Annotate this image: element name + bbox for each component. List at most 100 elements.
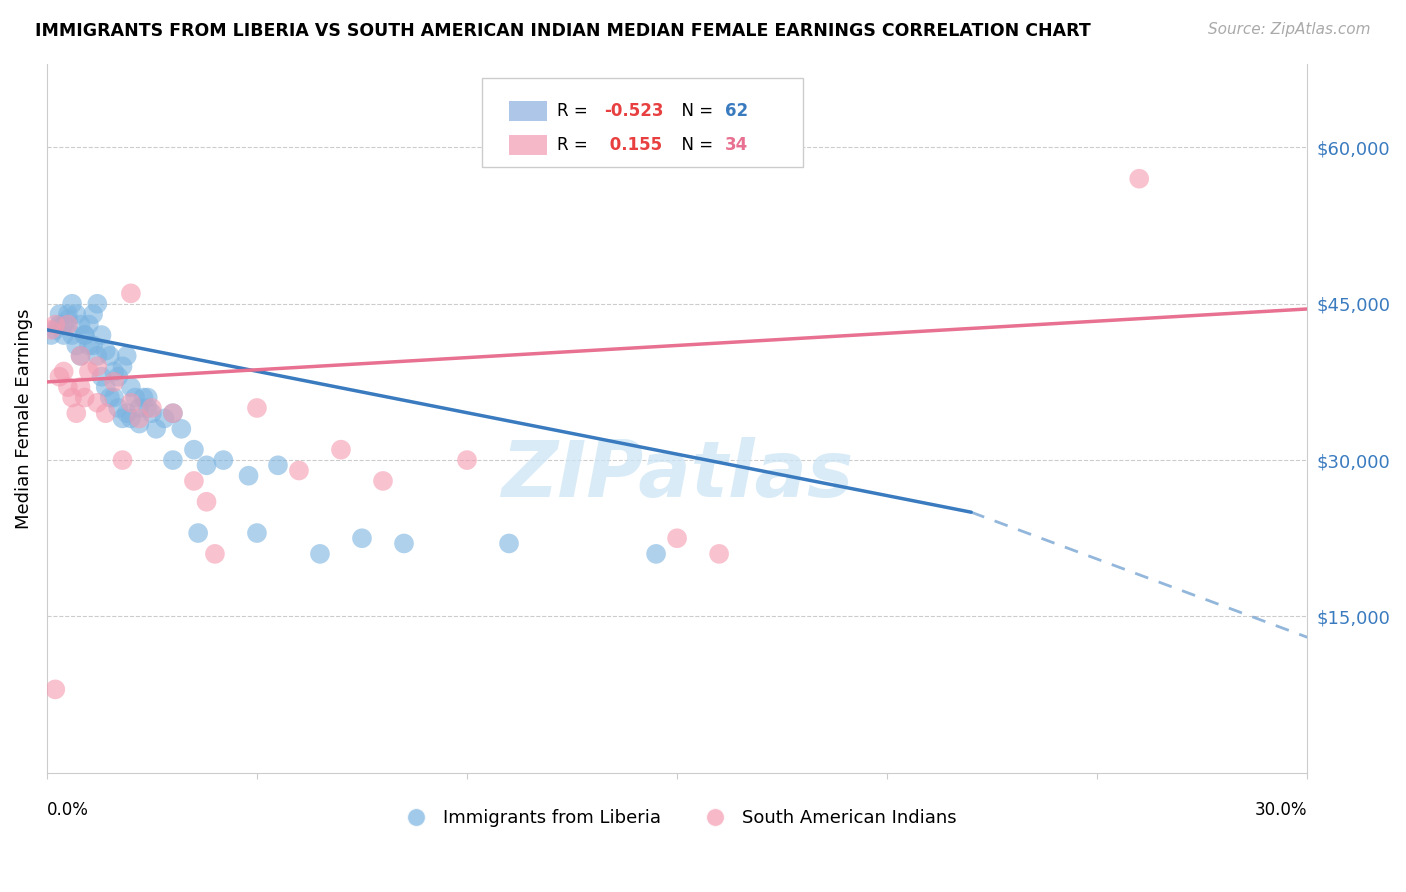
- Point: [195, 495, 218, 509]
- Point: [136, 391, 159, 405]
- Point: [238, 468, 260, 483]
- Point: [162, 406, 184, 420]
- Point: [98, 349, 121, 363]
- Point: [39, 323, 62, 337]
- Text: N =: N =: [671, 136, 718, 153]
- Text: 0.0%: 0.0%: [46, 801, 89, 819]
- Point: [120, 380, 142, 394]
- Point: [48, 369, 70, 384]
- Point: [56, 318, 79, 332]
- Point: [128, 411, 150, 425]
- Point: [128, 417, 150, 431]
- Point: [103, 391, 125, 405]
- Point: [48, 307, 70, 321]
- Point: [350, 531, 373, 545]
- Point: [52, 318, 75, 332]
- Point: [128, 401, 150, 415]
- Point: [707, 547, 730, 561]
- Text: -0.523: -0.523: [605, 102, 664, 120]
- Text: 30.0%: 30.0%: [1254, 801, 1308, 819]
- Point: [94, 406, 117, 420]
- Point: [120, 411, 142, 425]
- Point: [73, 328, 96, 343]
- Legend: Immigrants from Liberia, South American Indians: Immigrants from Liberia, South American …: [391, 802, 963, 835]
- Point: [392, 536, 415, 550]
- Point: [90, 328, 112, 343]
- Point: [136, 401, 159, 415]
- Point: [44, 682, 66, 697]
- Point: [107, 401, 129, 415]
- Point: [111, 359, 134, 374]
- Point: [56, 307, 79, 321]
- Point: [498, 536, 520, 550]
- Point: [141, 406, 163, 420]
- Point: [73, 328, 96, 343]
- Point: [94, 343, 117, 358]
- Point: [44, 323, 66, 337]
- Point: [246, 401, 269, 415]
- Point: [330, 442, 353, 457]
- Point: [288, 463, 311, 477]
- Point: [115, 406, 138, 420]
- Point: [124, 391, 146, 405]
- Point: [82, 338, 104, 352]
- Point: [60, 391, 83, 405]
- Point: [183, 474, 205, 488]
- Point: [65, 406, 87, 420]
- Text: IMMIGRANTS FROM LIBERIA VS SOUTH AMERICAN INDIAN MEDIAN FEMALE EARNINGS CORRELAT: IMMIGRANTS FROM LIBERIA VS SOUTH AMERICA…: [35, 22, 1091, 40]
- Point: [86, 349, 108, 363]
- Point: [120, 396, 142, 410]
- Point: [69, 318, 91, 332]
- Point: [103, 375, 125, 389]
- Point: [132, 391, 155, 405]
- Point: [44, 318, 66, 332]
- Point: [309, 547, 332, 561]
- Point: [195, 458, 218, 473]
- Point: [52, 364, 75, 378]
- FancyBboxPatch shape: [482, 78, 803, 167]
- Point: [183, 442, 205, 457]
- Point: [153, 411, 176, 425]
- Point: [162, 406, 184, 420]
- Point: [77, 364, 100, 378]
- Point: [82, 307, 104, 321]
- Point: [170, 422, 193, 436]
- Point: [111, 411, 134, 425]
- Bar: [509, 101, 547, 120]
- Point: [111, 453, 134, 467]
- Point: [666, 531, 689, 545]
- Text: Source: ZipAtlas.com: Source: ZipAtlas.com: [1208, 22, 1371, 37]
- Point: [60, 328, 83, 343]
- Text: R =: R =: [557, 136, 593, 153]
- Point: [141, 401, 163, 415]
- Y-axis label: Median Female Earnings: Median Female Earnings: [15, 308, 32, 529]
- Point: [94, 380, 117, 394]
- Text: 34: 34: [725, 136, 748, 153]
- Point: [1128, 171, 1150, 186]
- Point: [65, 338, 87, 352]
- Point: [145, 422, 167, 436]
- Point: [456, 453, 478, 467]
- Point: [60, 297, 83, 311]
- Point: [115, 349, 138, 363]
- Point: [73, 391, 96, 405]
- Text: 0.155: 0.155: [605, 136, 662, 153]
- Point: [98, 391, 121, 405]
- Point: [187, 526, 209, 541]
- Point: [120, 286, 142, 301]
- Point: [56, 312, 79, 326]
- Text: N =: N =: [671, 102, 718, 120]
- Point: [162, 453, 184, 467]
- Point: [204, 547, 226, 561]
- Point: [52, 328, 75, 343]
- Text: 62: 62: [725, 102, 748, 120]
- Point: [90, 369, 112, 384]
- Text: R =: R =: [557, 102, 593, 120]
- Point: [77, 318, 100, 332]
- Point: [371, 474, 394, 488]
- Point: [69, 349, 91, 363]
- Point: [65, 307, 87, 321]
- Text: ZIPatlas: ZIPatlas: [501, 437, 853, 513]
- Point: [56, 380, 79, 394]
- Point: [86, 297, 108, 311]
